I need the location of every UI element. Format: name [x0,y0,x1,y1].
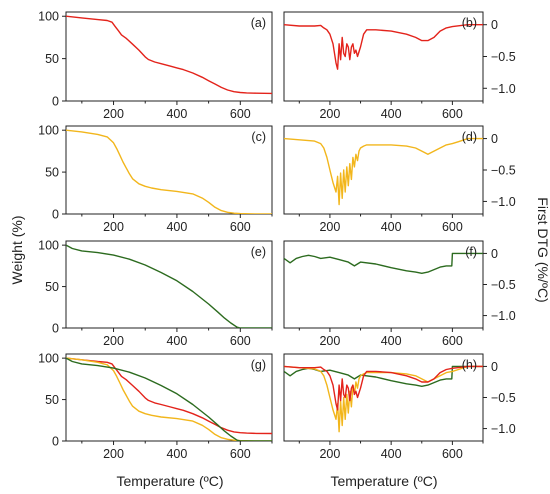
panel-e: 200 400 600 0 50 100 (e) [38,239,273,348]
panel-b: 200 400 600 0 −0.5 −1.0 (b) [283,11,516,121]
series-line-yellow [66,129,272,214]
x-tick-label: 200 [103,107,124,121]
x-tick-label: 200 [319,220,340,234]
x-tick-label: 600 [230,447,251,461]
y-tick-label: 50 [45,166,59,180]
panel-f: 200 400 600 0 −0.5 −1.0 (f) [283,240,516,348]
panel-d: 200 400 600 0 −0.5 −1.0 (d) [283,125,516,234]
y-tick-label: 0 [52,435,59,449]
x-tick-label: 400 [381,334,402,348]
axes-frame [65,353,273,442]
x-tick-label: 600 [230,107,251,121]
y-tick-label: 0 [52,95,59,109]
panel-label: (b) [462,16,477,30]
x-tick-label: 400 [166,220,187,234]
x-tick-label: 600 [442,107,463,121]
y-tick-label: −1.0 [491,422,516,436]
x-tick-label: 400 [381,447,402,461]
y-tick-label: −1.0 [491,82,516,96]
y-tick-label: 0 [52,322,59,336]
x-tick-label: 200 [319,107,340,121]
y-tick-label: 0 [491,360,498,374]
panel-h: 200 400 600 0 −0.5 −1.0 (h) [283,353,516,461]
x-axis-label-left: Temperature (ºC) [116,473,223,489]
y-tick-label: −0.5 [491,391,516,405]
y-tick-label: 100 [38,124,59,138]
series-line-yellow [66,357,272,441]
series-line-green [66,244,272,328]
x-tick-label: 600 [230,220,251,234]
y-tick-label: −0.5 [491,278,516,292]
x-tick-label: 200 [103,334,124,348]
y-tick-label: 50 [45,52,59,66]
panel-label: (h) [462,358,477,372]
x-axis-label-right: Temperature (ºC) [330,473,437,489]
y-tick-label: 100 [38,239,59,253]
y-tick-label: −0.5 [491,164,516,178]
y-tick-label: −0.5 [491,50,516,64]
y-tick-label: −1.0 [491,309,516,323]
series-line-green [284,252,483,274]
series-line-green [66,357,272,441]
panel-label: (a) [251,16,266,30]
x-tick-label: 400 [166,107,187,121]
panel-label: (e) [251,245,266,259]
axes-frame [65,125,273,215]
x-tick-label: 600 [442,220,463,234]
series-line-yellow [284,137,483,206]
y-tick-label: 100 [38,352,59,366]
y-tick-label: 0 [52,208,59,222]
y-axis-label-left: Weight (%) [9,216,25,285]
y-tick-label: 0 [491,247,498,261]
y-axis-label-right: First DTG (%/ºC) [535,197,550,302]
x-tick-label: 400 [381,220,402,234]
panel-label: (d) [462,130,477,144]
x-tick-label: 600 [442,447,463,461]
series-line-red [66,15,272,95]
series-line-red [284,24,483,70]
axes-frame [65,11,273,102]
x-tick-label: 200 [319,447,340,461]
axes-frame [65,240,273,329]
panel-c: 200 400 600 0 50 100 (c) [38,124,273,234]
x-tick-label: 400 [166,447,187,461]
panel-label: (f) [465,245,477,259]
panel-a: 200 400 600 0 50 100 (a) [38,10,273,121]
y-tick-label: 0 [491,18,498,32]
panel-label: (c) [251,130,266,144]
x-tick-label: 600 [230,334,251,348]
y-tick-label: 50 [45,393,59,407]
panel-label: (g) [251,358,266,372]
x-tick-label: 200 [319,334,340,348]
x-tick-label: 400 [381,107,402,121]
y-tick-label: 100 [38,10,59,24]
x-tick-label: 400 [166,334,187,348]
x-tick-label: 200 [103,220,124,234]
y-tick-label: 0 [491,132,498,146]
series-line-yellow [284,365,483,433]
x-tick-label: 200 [103,447,124,461]
x-tick-label: 600 [442,334,463,348]
y-tick-label: −1.0 [491,195,516,209]
series-line-red [66,357,272,435]
series-line-red [284,365,483,411]
panel-g: 200 400 600 0 50 100 (g) [38,352,273,461]
y-tick-label: 50 [45,280,59,294]
axes-frame [283,125,484,215]
